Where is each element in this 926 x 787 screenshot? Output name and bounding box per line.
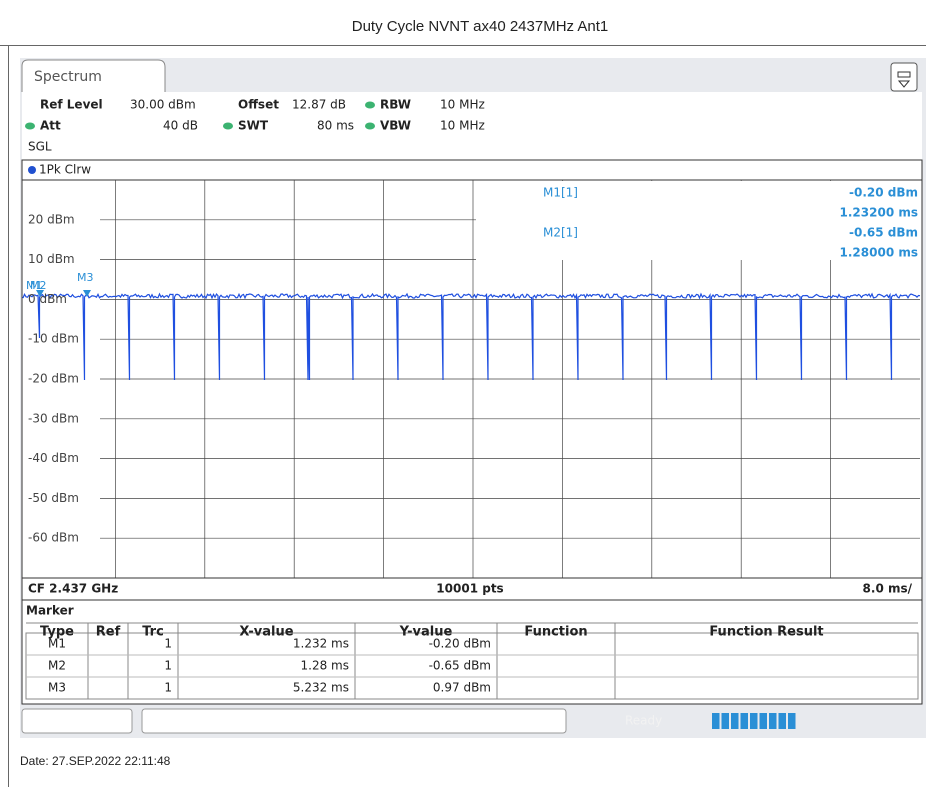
labels: 20 dBm 10 dBm 0 dBm -10 dBm -20 dBm -30 dBm -4… [26, 186, 918, 545]
table-cell: M1 [48, 637, 66, 651]
settings: Ref Level 30.00 dBm Offset 12.87 dB RBW … [25, 98, 485, 154]
table-cell: 5.232 ms [293, 681, 349, 695]
table-cell: -0.20 dBm [429, 637, 491, 651]
center-frequency: CF 2.437 GHz [28, 582, 118, 596]
status-box [141, 708, 567, 734]
setting-value: 40 dB [163, 119, 198, 133]
progress-segment [769, 713, 777, 729]
progress-indicator [712, 713, 796, 729]
trace-group [22, 292, 921, 381]
indicator [223, 122, 233, 130]
title: Duty Cycle NVNT ax40 2437MHz Ant1 [352, 18, 609, 35]
y-axis-label: -40 dBm [28, 451, 79, 465]
marker-table: Type Ref Trc X-value Y-value Function Function… [25, 622, 919, 700]
marker-flag: M1 [26, 279, 43, 292]
y-axis-label: -10 dBm [28, 332, 79, 346]
column-header: Type [40, 625, 74, 640]
indicator [25, 122, 35, 130]
marker-info-time: 1.23200 ms [840, 206, 918, 220]
y-axis-label: -50 dBm [28, 491, 79, 505]
setting-value: 80 ms [317, 119, 354, 133]
table-cell: M3 [48, 681, 66, 695]
table-cell: 1 [164, 659, 172, 673]
marker-info-time: 1.28000 ms [840, 246, 918, 260]
setting-value: 10 MHz [440, 98, 485, 112]
progress-segment [788, 713, 796, 729]
table-cell: 1.28 ms [301, 659, 349, 673]
setting-label: VBW [380, 119, 411, 133]
progress-segment [731, 713, 739, 729]
y-axis-label: 20 dBm [28, 212, 75, 226]
y-axis-label: -60 dBm [28, 531, 79, 545]
table-cell: -0.65 dBm [429, 659, 491, 673]
menu-glyph [897, 71, 911, 88]
indicator [365, 122, 375, 130]
grid [100, 180, 920, 578]
column-header: Trc [142, 625, 164, 640]
table-cell: 0.97 dBm [433, 681, 491, 695]
setting-value: 10 MHz [440, 119, 485, 133]
column-header: Ref [96, 625, 121, 640]
y-axis-label: 10 dBm [28, 252, 75, 266]
trace-dot [28, 166, 36, 174]
setting-label: SWT [238, 119, 269, 133]
column-header: X-value [239, 625, 293, 640]
marker-info-level: -0.65 dBm [849, 226, 918, 240]
scale: 8.0 ms/ [863, 582, 913, 596]
table-cell: 1 [164, 637, 172, 651]
setting-label: Att [40, 119, 61, 133]
column-header: Function Result [709, 625, 823, 640]
table-cell: M2 [48, 659, 66, 673]
y-axis-label: -20 dBm [28, 372, 79, 386]
setting-label: Offset [238, 98, 279, 112]
marker-info-box [476, 181, 921, 260]
marker-info-level: -0.20 dBm [849, 186, 918, 200]
progress-segment [740, 713, 748, 729]
marker-flag: M2 [30, 279, 47, 292]
setting-value: 12.87 dB [292, 98, 346, 112]
table-body [25, 632, 919, 700]
setting-label: Ref Level [40, 98, 103, 112]
status-box [21, 708, 133, 734]
marker-flag: M3 [77, 271, 94, 284]
marker-triangle [83, 290, 91, 297]
progress-segment [750, 713, 758, 729]
progress-segment [778, 713, 786, 729]
indicator [365, 101, 375, 109]
settings-panel [22, 92, 922, 160]
trace [22, 292, 921, 381]
column-header: Function [524, 625, 587, 640]
progress-segment [759, 713, 767, 729]
setting-mode: SGL [28, 140, 52, 154]
points: 10001 pts [436, 582, 503, 596]
y-axis-label: -30 dBm [28, 411, 79, 425]
setting-value: 30.00 dBm [130, 98, 196, 112]
marker-table-title: Marker [26, 604, 74, 618]
tab-label: Spectrum [34, 69, 102, 85]
marker-info-name: M1[1] [543, 186, 578, 200]
status-text: Ready [625, 714, 662, 728]
progress-segment [721, 713, 729, 729]
marker-info-name: M2[1] [543, 226, 578, 240]
setting-label: RBW [380, 98, 411, 112]
progress-segment [712, 713, 720, 729]
y-axis-label: 0 dBm [28, 292, 67, 306]
tab [21, 59, 166, 92]
date: Date: 27.SEP.2022 22:11:48 [20, 754, 171, 768]
table-cell: 1.232 ms [293, 637, 349, 651]
table-cell: 1 [164, 681, 172, 695]
marker-triangle [36, 290, 44, 297]
trace-label: 1Pk Clrw [39, 163, 91, 177]
column-header: Y-value [399, 625, 453, 640]
